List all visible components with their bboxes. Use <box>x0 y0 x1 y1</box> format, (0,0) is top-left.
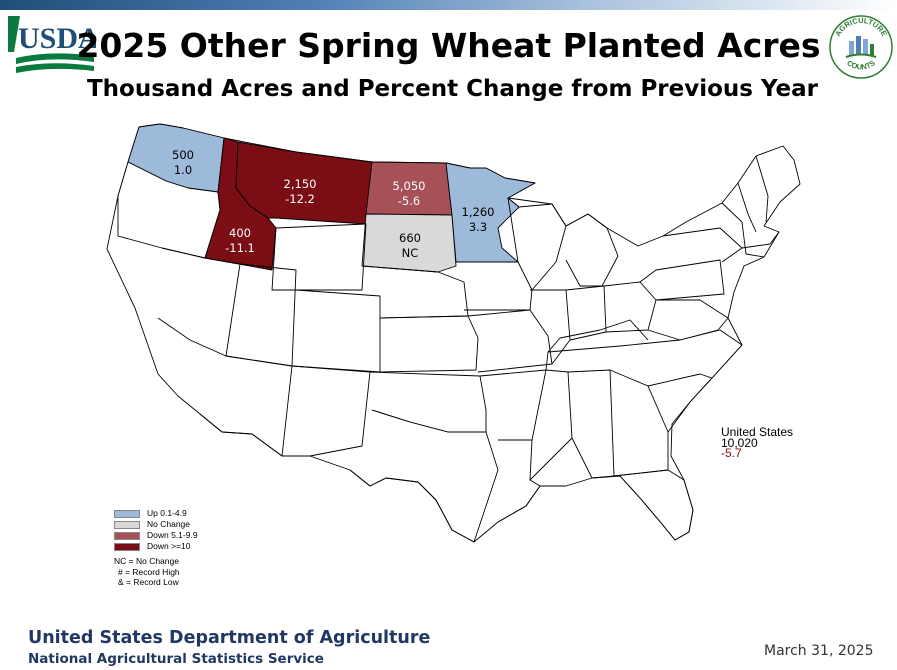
legend-swatch-down-large <box>114 542 140 551</box>
agriculture-counts-logo: AGRICULTURE COUNTS <box>829 15 893 79</box>
legend-item-no-change: No Change <box>114 519 198 530</box>
state-boundaries <box>157 155 780 543</box>
ag-logo-bottom-text: COUNTS <box>845 58 877 71</box>
page-subtitle: Thousand Acres and Percent Change from P… <box>86 76 819 102</box>
legend-item-down-large: Down >=10 <box>114 541 198 552</box>
mt-change-label: -12.2 <box>285 192 315 206</box>
nd-value-label: 5,050 <box>393 179 426 193</box>
legend-label-down-large: Down >=10 <box>147 541 191 551</box>
usda-logo: USDA <box>6 12 96 76</box>
legend-swatch-no-change <box>114 520 140 529</box>
usda-logo-text: USDA <box>18 22 96 55</box>
wa-change-label: 1.0 <box>174 163 192 177</box>
note-record-high: # = Record High <box>118 566 180 577</box>
sd-change-label: NC <box>402 246 419 260</box>
id-change-label: -11.1 <box>225 241 255 255</box>
legend-label-no-change: No Change <box>147 519 191 529</box>
legend-notes: NC = No Change # = Record High & = Recor… <box>114 556 180 588</box>
mt-value-label: 2,150 <box>284 177 317 191</box>
id-value-label: 400 <box>229 226 251 240</box>
note-no-change: NC = No Change <box>114 556 179 566</box>
legend-item-down-moderate: Down 5.1-9.9 <box>114 530 198 541</box>
us-states-map: 500 1.0 2,150 -12.2 5,050 -5.6 400 -11.1… <box>106 123 801 543</box>
mn-change-label: 3.3 <box>469 220 487 234</box>
footer-department: United States Department of Agriculture <box>28 628 431 648</box>
page-title: 2025 Other Spring Wheat Planted Acres <box>76 26 821 65</box>
top-decorative-band <box>0 0 897 10</box>
legend-label-up: Up 0.1-4.9 <box>147 508 187 518</box>
us-total: United States 10,020 -5.7 <box>721 425 794 460</box>
svg-text:COUNTS: COUNTS <box>845 58 877 71</box>
sd-value-label: 660 <box>399 231 421 245</box>
footer-service: National Agricultural Statistics Service <box>28 651 324 667</box>
footer-date: March 31, 2025 <box>764 643 874 659</box>
us-total-value: 10,020 <box>721 435 758 450</box>
map-legend: Up 0.1-4.9 No Change Down 5.1-9.9 Down >… <box>114 508 198 552</box>
legend-item-up: Up 0.1-4.9 <box>114 508 198 519</box>
note-record-low: & = Record Low <box>118 577 179 587</box>
state-montana <box>235 141 373 225</box>
wa-value-label: 500 <box>172 148 194 162</box>
mn-value-label: 1,260 <box>462 205 495 219</box>
state-south-dakota <box>361 213 457 273</box>
legend-swatch-up <box>114 509 140 518</box>
us-total-label: United States <box>721 425 794 439</box>
legend-swatch-down-moderate <box>114 531 140 540</box>
nd-change-label: -5.6 <box>398 194 420 208</box>
legend-label-down-moderate: Down 5.1-9.9 <box>147 530 198 540</box>
us-total-change: -5.7 <box>721 446 742 460</box>
